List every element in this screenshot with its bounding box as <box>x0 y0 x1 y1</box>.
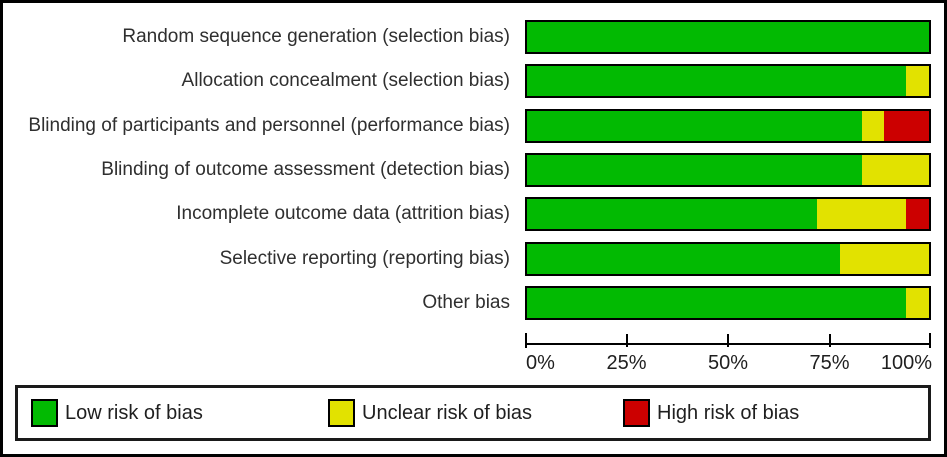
axis-tick-label: 50% <box>707 352 749 374</box>
legend-item-unclear-risk: Unclear risk of bias <box>328 388 532 438</box>
legend: Low risk of bias Unclear risk of bias Hi… <box>15 385 931 441</box>
axis-tick-100 <box>929 333 931 348</box>
axis-tick-label: 0% <box>526 352 555 374</box>
bar-segment-low-risk-of-bias <box>527 199 818 230</box>
bar-row: Other bias <box>3 285 944 320</box>
legend-label: Unclear risk of bias <box>362 401 533 424</box>
stacked-bar <box>525 20 931 54</box>
bar-segment-high-risk-of-bias <box>906 199 929 230</box>
legend-item-high-risk: High risk of bias <box>623 388 799 438</box>
legend-item-low-risk: Low risk of bias <box>31 388 203 438</box>
bar-row: Allocation concealment (selection bias) <box>3 64 944 99</box>
axis-tick-label: 100% <box>880 352 932 374</box>
row-label: Random sequence generation (selection bi… <box>122 26 510 47</box>
bar-segment-unclear-risk-of-bias <box>839 243 929 274</box>
row-label: Other bias <box>422 291 510 313</box>
axis-tick-0 <box>525 333 527 348</box>
bar-segment-unclear-risk-of-bias <box>817 199 907 230</box>
row-label: Blinding of participants and personnel (… <box>28 114 510 136</box>
high-risk-swatch-icon <box>623 399 650 427</box>
stacked-bar <box>525 241 931 276</box>
legend-label: High risk of bias <box>657 401 800 424</box>
bar-segment-unclear-risk-of-bias <box>906 66 929 97</box>
row-label: Allocation concealment (selection bias) <box>181 70 510 92</box>
bar-segment-low-risk-of-bias <box>527 243 840 274</box>
row-label: Selective reporting (reporting bias) <box>219 247 510 269</box>
bar-segment-high-risk-of-bias <box>884 110 929 141</box>
unclear-risk-swatch-icon <box>328 399 355 427</box>
axis-tick-25 <box>625 334 628 347</box>
axis-tick-75 <box>828 334 831 347</box>
bar-segment-low-risk-of-bias <box>527 22 929 52</box>
bar-row: Incomplete outcome data (attrition bias) <box>3 197 944 232</box>
axis-tick-label: 25% <box>606 352 647 374</box>
row-label: Blinding of outcome assessment (detectio… <box>101 158 510 180</box>
bar-segment-unclear-risk-of-bias <box>906 287 929 318</box>
bar-row: Blinding of participants and personnel (… <box>3 108 944 143</box>
stacked-bar <box>525 64 931 99</box>
bar-segment-low-risk-of-bias <box>527 110 862 141</box>
axis-tick-label: 75% <box>809 352 850 374</box>
axis-tick-50 <box>727 334 729 347</box>
row-label: Incomplete outcome data (attrition bias) <box>176 203 510 225</box>
bar-segment-low-risk-of-bias <box>527 66 907 97</box>
legend-label: Low risk of bias <box>65 401 203 424</box>
bar-segment-low-risk-of-bias <box>527 287 907 318</box>
bar-row: Blinding of outcome assessment (detectio… <box>3 152 944 187</box>
bar-segment-unclear-risk-of-bias <box>861 110 885 141</box>
x-axis: 0% 25% 50% 75% 100% <box>525 333 932 383</box>
bar-segment-low-risk-of-bias <box>527 154 862 185</box>
stacked-bar <box>525 285 931 320</box>
bar-segment-unclear-risk-of-bias <box>861 154 929 185</box>
low-risk-swatch-icon <box>31 399 58 427</box>
bar-row: Selective reporting (reporting bias) <box>3 241 944 276</box>
stacked-bar <box>525 197 931 232</box>
bar-row: Random sequence generation (selection bi… <box>3 20 944 54</box>
stacked-bar <box>525 108 931 143</box>
stacked-bar <box>525 152 931 187</box>
